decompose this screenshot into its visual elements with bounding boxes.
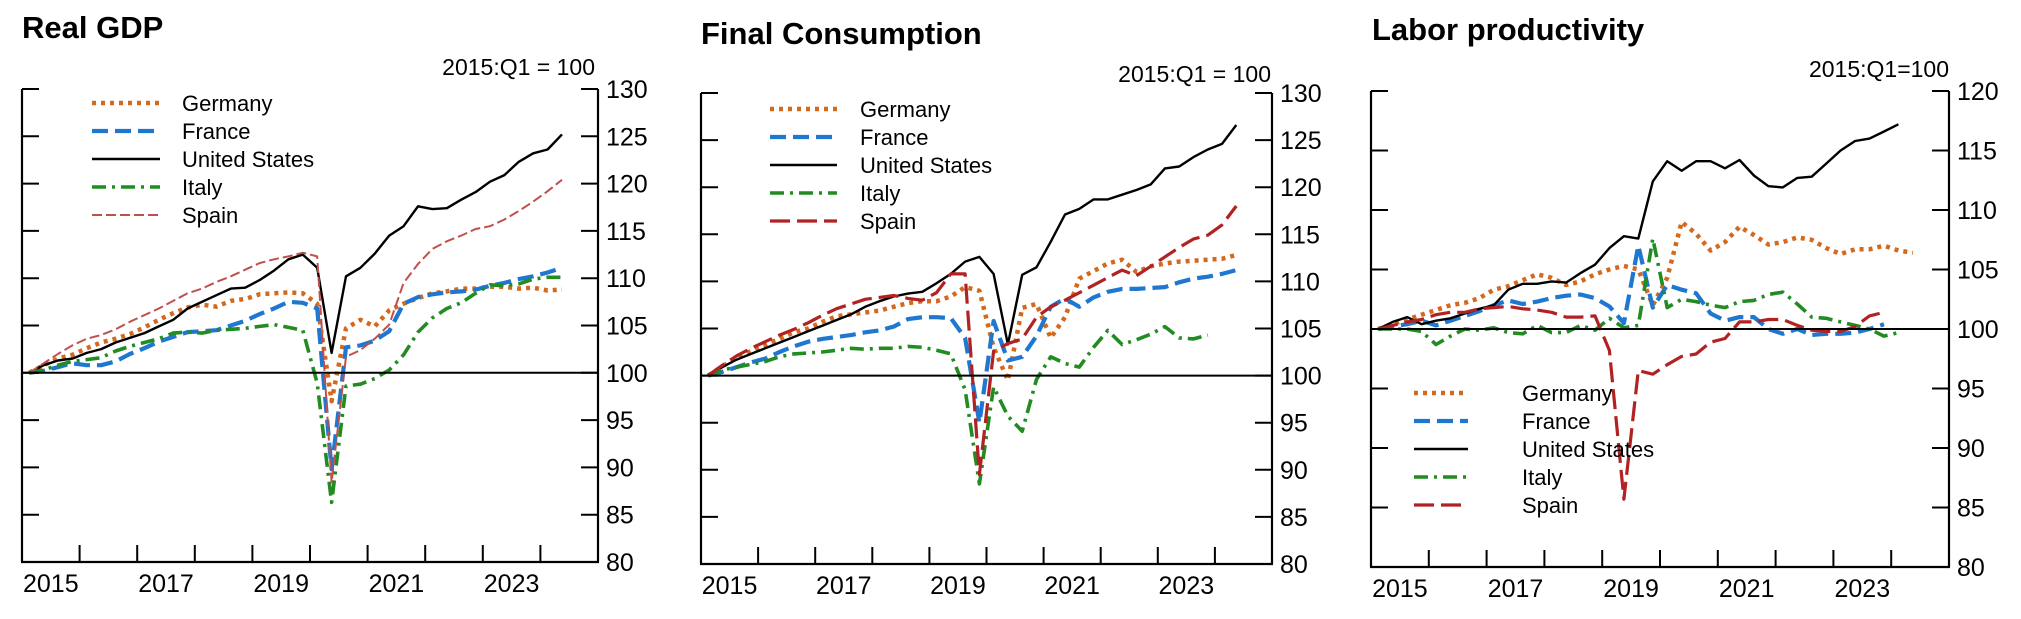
legend-label: Germany [860, 97, 950, 122]
series-line-united-states [28, 133, 563, 374]
y-tick-label: 100 [1280, 363, 1322, 391]
series-line-united-states [707, 124, 1238, 377]
x-tick-label: 2019 [1603, 575, 1659, 603]
panel-real-gdp: Real GDP 2015:Q1 = 100 80 85 90 95 100 105 110… [20, 10, 648, 598]
x-tick-label: 2017 [138, 570, 194, 598]
series-group [28, 133, 563, 505]
y-tick-label: 95 [1280, 410, 1308, 438]
panel-title: Real GDP [22, 10, 163, 45]
x-tick-label: 2023 [1159, 572, 1215, 600]
y-tick-label: 120 [606, 171, 648, 199]
panel-labor-productivity: Labor productivity 2015:Q1=100 80 85 90 95 1… [1369, 12, 1999, 603]
x-tick-label: 2019 [930, 572, 986, 600]
x-tick-label: 2015 [702, 572, 758, 600]
y-tick-label: 120 [1957, 78, 1999, 106]
unit-note: 2015:Q1 = 100 [442, 54, 595, 80]
y-tick-label: 110 [606, 265, 646, 293]
y-tick-label: 80 [606, 549, 634, 577]
y-tick-label: 85 [606, 502, 634, 530]
y-tick-label: 105 [1957, 257, 1999, 285]
y-tick-label: 95 [1957, 376, 1985, 404]
y-tick-label: 110 [1957, 197, 1997, 225]
legend-label: France [182, 119, 250, 144]
legend-label: Germany [1522, 381, 1612, 406]
y-tick-label: 85 [1280, 504, 1308, 532]
x-tick-label: 2017 [1488, 575, 1544, 603]
y-tick-label: 100 [1957, 316, 1999, 344]
y-tick-label: 125 [606, 123, 648, 151]
series-line-france [1377, 243, 1885, 338]
series-line-italy [28, 275, 562, 505]
legend-label: Spain [860, 209, 916, 234]
y-tick-label: 100 [606, 360, 648, 388]
axes: 80 85 90 95 100 105 110 115 120 125 130 2015 2017 201… [20, 76, 648, 598]
legend-label: Spain [1522, 493, 1578, 518]
panel-title: Labor productivity [1372, 12, 1645, 47]
series-line-italy [707, 324, 1209, 486]
x-tick-label: 2023 [484, 570, 540, 598]
y-tick-label: 90 [606, 454, 634, 482]
y-tick-label: 80 [1280, 551, 1308, 579]
x-tick-label: 2021 [369, 570, 425, 598]
y-tick-label: 90 [1280, 457, 1308, 485]
y-tick-label: 115 [606, 218, 646, 246]
x-tick-label: 2019 [253, 570, 309, 598]
legend-label: Germany [182, 91, 272, 116]
legend: Germany France United States Italy Spain [1414, 381, 1654, 518]
y-tick-label: 130 [1280, 80, 1322, 108]
series-line-spain [1377, 304, 1885, 501]
y-tick-label: 110 [1280, 268, 1320, 296]
x-tick-label: 2015 [23, 570, 79, 598]
unit-note: 2015:Q1 = 100 [1118, 61, 1271, 87]
y-tick-label: 80 [1957, 554, 1985, 582]
x-tick-label: 2021 [1044, 572, 1100, 600]
y-tick-label: 125 [1280, 127, 1322, 155]
x-tick-label: 2023 [1834, 575, 1890, 603]
legend: Germany France United States Italy Spain [770, 97, 992, 234]
x-tick-label: 2015 [1372, 575, 1428, 603]
x-tick-label: 2021 [1719, 575, 1775, 603]
series-line-france [707, 268, 1237, 425]
y-tick-label: 95 [606, 407, 634, 435]
series-line-germany [1377, 219, 1914, 332]
y-tick-label: 120 [1280, 174, 1322, 202]
legend-label: Italy [182, 175, 222, 200]
panel-final-consumption: Final Consumption 2015:Q1 = 100 80 85 90 95… [699, 16, 1322, 600]
legend-label: Italy [1522, 465, 1562, 490]
unit-note: 2015:Q1=100 [1809, 56, 1949, 82]
legend-label: United States [860, 153, 992, 178]
series-line-spain [707, 205, 1238, 477]
y-tick-label: 85 [1957, 495, 1985, 523]
legend-label: United States [1522, 437, 1654, 462]
legend: Germany France United States Italy Spain [92, 91, 314, 228]
axes: 80 85 90 95 100 105 110 115 120 2015 2017 2019 2021 2… [1369, 78, 1999, 603]
legend-label: France [860, 125, 928, 150]
y-tick-label: 105 [606, 313, 648, 341]
y-tick-label: 115 [1280, 221, 1320, 249]
legend-label: Spain [182, 203, 238, 228]
y-tick-label: 90 [1957, 435, 1985, 463]
legend-label: United States [182, 147, 314, 172]
series-line-spain [28, 179, 563, 484]
legend-label: France [1522, 409, 1590, 434]
y-tick-label: 105 [1280, 316, 1322, 344]
axes: 80 85 90 95 100 105 110 115 120 125 130 2015 2017 201… [699, 80, 1322, 600]
y-tick-label: 115 [1957, 138, 1997, 166]
series-line-united-states [1377, 123, 1899, 331]
series-line-germany [706, 252, 1237, 383]
panel-title: Final Consumption [701, 16, 982, 51]
y-tick-label: 130 [606, 76, 648, 104]
legend-label: Italy [860, 181, 900, 206]
x-tick-label: 2017 [816, 572, 872, 600]
series-group [706, 124, 1238, 486]
series-line-france [28, 265, 563, 472]
